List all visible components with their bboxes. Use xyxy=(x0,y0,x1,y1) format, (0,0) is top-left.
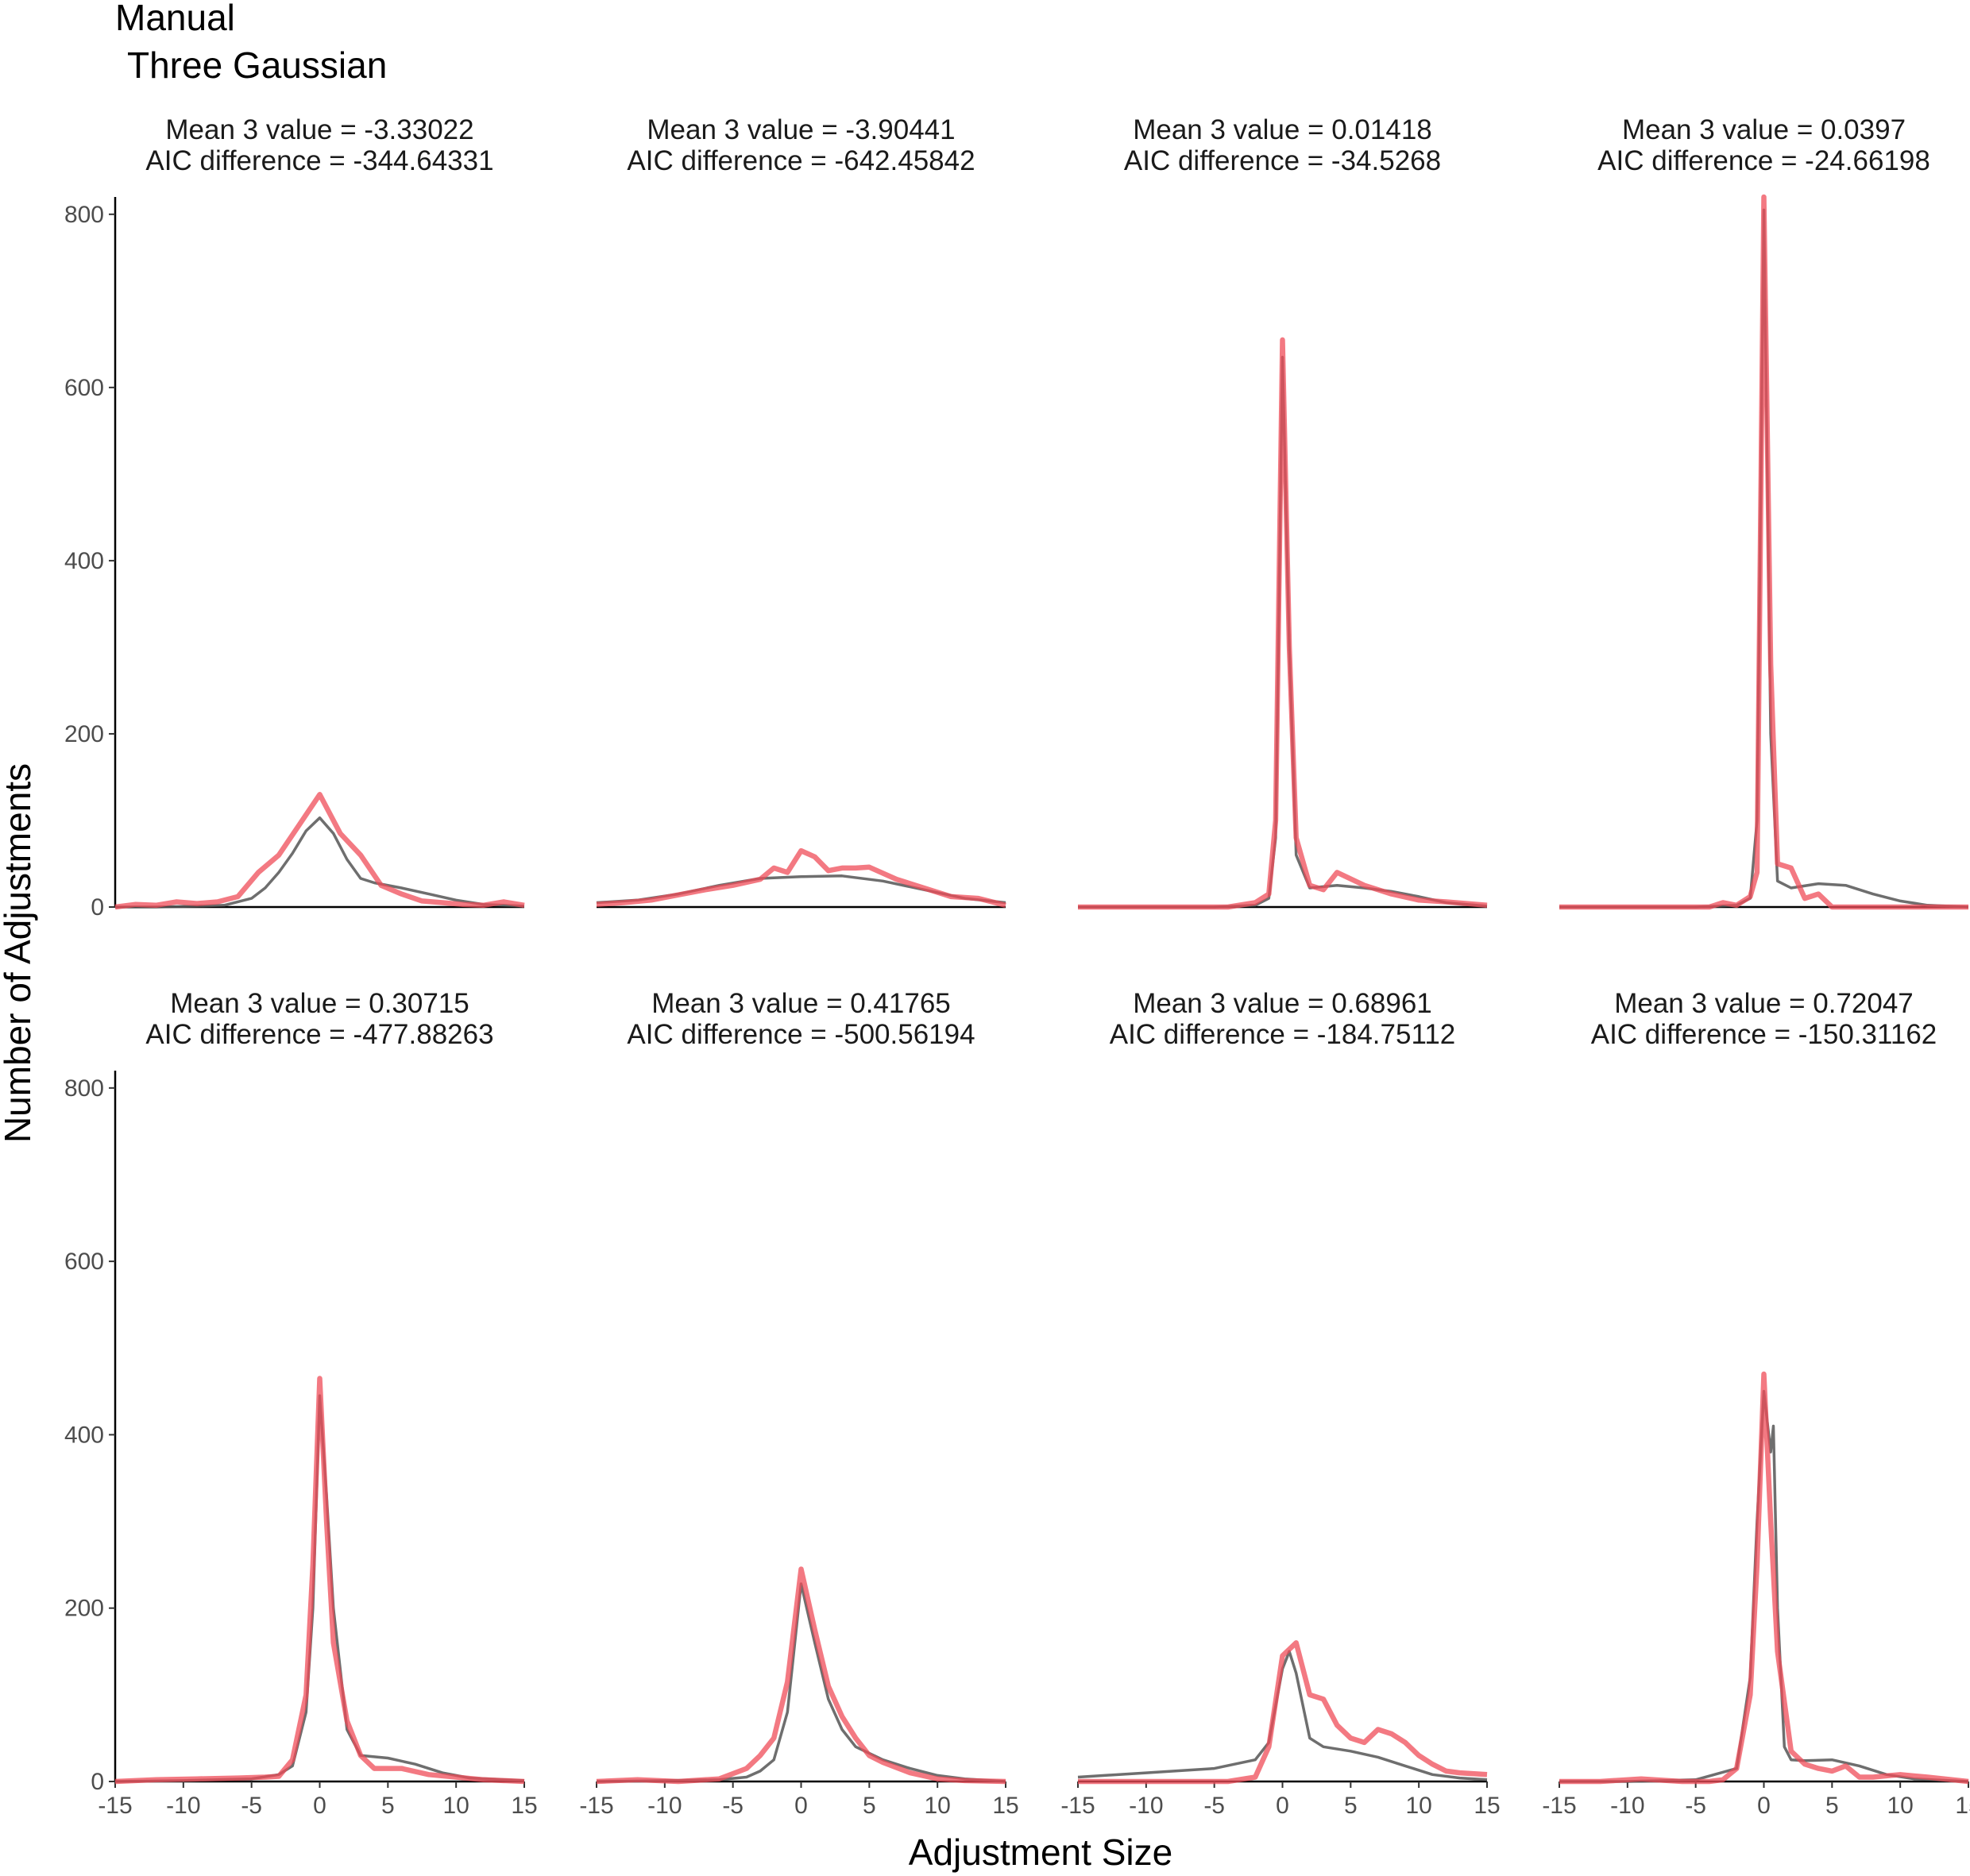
strip-label-aic: AIC difference = -344.64331 xyxy=(145,145,493,176)
observed-line xyxy=(596,1566,1006,1785)
x-tick-label: 5 xyxy=(381,1793,395,1819)
y-tick-label: 0 xyxy=(91,1769,104,1795)
strip-label-mean: Mean 3 value = 0.41765 xyxy=(651,988,951,1019)
strip-label-mean: Mean 3 value = -3.33022 xyxy=(165,114,473,145)
x-tick-label: 0 xyxy=(313,1793,326,1819)
chart-subtitle: Three Gaussian xyxy=(127,44,387,86)
y-tick-label: 400 xyxy=(64,1422,104,1448)
fitted-line xyxy=(596,1582,1006,1783)
x-tick-label: 0 xyxy=(794,1793,808,1819)
y-tick-label: 400 xyxy=(64,548,104,574)
x-tick-label: -10 xyxy=(1610,1793,1644,1819)
fitted-line xyxy=(1077,1650,1488,1781)
observed-line xyxy=(596,847,1006,908)
strip-label-mean: Mean 3 value = -3.90441 xyxy=(647,114,955,145)
strip-label-aic: AIC difference = -150.31162 xyxy=(1591,1019,1937,1050)
x-tick-label: -5 xyxy=(1203,1793,1225,1819)
x-tick-label: 10 xyxy=(442,1793,469,1819)
strip-label-mean: Mean 3 value = 0.01418 xyxy=(1133,114,1432,145)
strip-label-mean: Mean 3 value = 0.30715 xyxy=(170,988,469,1019)
x-tick-label: -5 xyxy=(241,1793,262,1819)
x-tick-label: -10 xyxy=(1129,1793,1163,1819)
y-tick-label: 0 xyxy=(91,894,104,921)
x-tick-label: -10 xyxy=(647,1793,682,1819)
strip-label-mean: Mean 3 value = 0.68961 xyxy=(1133,988,1432,1019)
observed-line xyxy=(114,1376,525,1785)
x-tick-label: 0 xyxy=(1276,1793,1289,1819)
x-tick-label: -15 xyxy=(1542,1793,1576,1819)
strip-label-aic: AIC difference = -642.45842 xyxy=(627,145,975,176)
x-tick-label: 10 xyxy=(1887,1793,1913,1819)
chart-title: Manual xyxy=(115,0,235,38)
y-tick-label: 200 xyxy=(64,1596,104,1622)
x-tick-label: -10 xyxy=(166,1793,200,1819)
observed-line xyxy=(114,792,525,910)
x-tick-label: 10 xyxy=(1405,1793,1431,1819)
y-tick-label: 200 xyxy=(64,721,104,747)
strip-label-mean: Mean 3 value = 0.0397 xyxy=(1622,114,1906,145)
x-tick-label: 15 xyxy=(992,1793,1018,1819)
observed-line xyxy=(1078,1640,1488,1785)
x-tick-label: -15 xyxy=(579,1793,613,1819)
strip-label-aic: AIC difference = -24.66198 xyxy=(1597,145,1930,176)
y-axis-title: Number of Adjustments xyxy=(0,763,38,1143)
observed-line xyxy=(1559,194,1968,910)
x-tick-label: 15 xyxy=(511,1793,537,1819)
strip-label-aic: AIC difference = -477.88263 xyxy=(145,1019,493,1050)
x-tick-label: 5 xyxy=(863,1793,876,1819)
x-tick-label: -5 xyxy=(1685,1793,1706,1819)
strip-label-aic: AIC difference = -184.75112 xyxy=(1110,1019,1456,1050)
x-tick-label: -15 xyxy=(98,1793,132,1819)
y-tick-label: 600 xyxy=(64,1249,104,1275)
x-tick-label: -15 xyxy=(1060,1793,1095,1819)
observed-line xyxy=(1559,1371,1969,1785)
x-tick-label: 5 xyxy=(1344,1793,1358,1819)
fitted-line xyxy=(115,816,525,909)
fitted-line xyxy=(114,1394,525,1783)
x-tick-label: -5 xyxy=(722,1793,744,1819)
strip-label-aic: AIC difference = -500.56194 xyxy=(627,1019,975,1050)
y-tick-label: 800 xyxy=(64,202,104,228)
x-tick-label: 10 xyxy=(924,1793,950,1819)
y-tick-label: 600 xyxy=(64,375,104,401)
x-tick-label: 15 xyxy=(1955,1793,1970,1819)
x-axis-title: Adjustment Size xyxy=(909,1832,1172,1873)
fitted-line xyxy=(1559,1390,1969,1783)
strip-label-mean: Mean 3 value = 0.72047 xyxy=(1614,988,1914,1019)
strip-label-aic: AIC difference = -34.5268 xyxy=(1124,145,1441,176)
observed-line xyxy=(1078,337,1488,910)
x-tick-label: 15 xyxy=(1474,1793,1500,1819)
y-tick-label: 800 xyxy=(64,1075,104,1102)
x-tick-label: 0 xyxy=(1757,1793,1771,1819)
x-tick-label: 5 xyxy=(1825,1793,1839,1819)
